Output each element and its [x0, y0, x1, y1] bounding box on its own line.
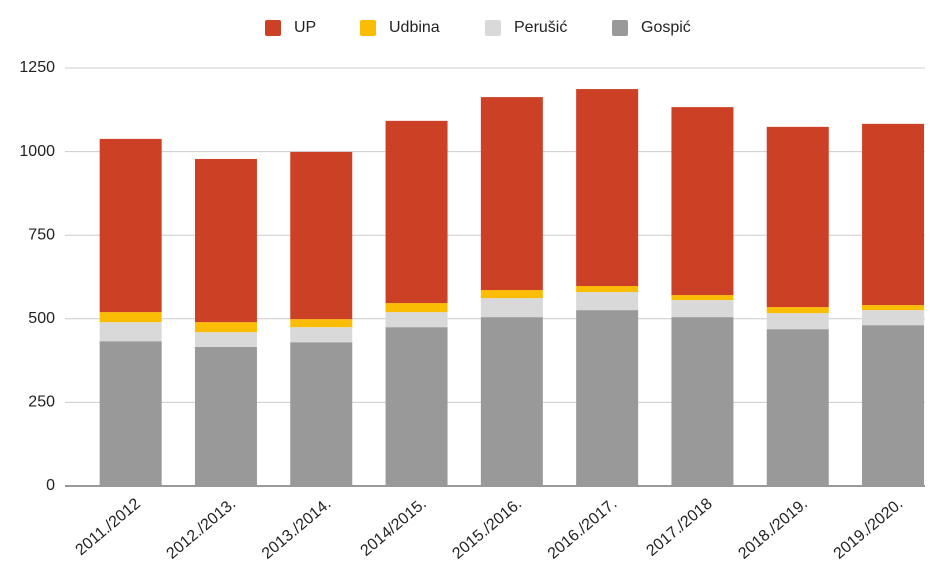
- legend-label: UP: [294, 19, 316, 36]
- bar-segment: [480, 317, 543, 486]
- x-tick-label: 2016./2017.: [545, 495, 621, 562]
- bar-segment: [194, 322, 257, 333]
- bar-segment: [576, 286, 639, 293]
- y-tick-label: 1250: [19, 59, 55, 76]
- bar-segment: [99, 341, 162, 486]
- x-tick-label: 2017./2018: [643, 495, 715, 560]
- y-tick-label: 250: [28, 394, 55, 411]
- bar-segment: [862, 305, 925, 311]
- bar-segment: [576, 310, 639, 486]
- x-tick-label: 2018./2019.: [735, 495, 811, 562]
- y-tick-label: 500: [28, 310, 55, 327]
- bar-segment: [480, 290, 543, 299]
- x-tick-label: 2012./2013.: [164, 495, 240, 562]
- bar-segment: [385, 120, 448, 304]
- bar-segment: [480, 97, 543, 291]
- x-tick-label: 2015./2016.: [449, 495, 525, 562]
- bar-segment: [766, 313, 829, 330]
- legend-swatch: [360, 20, 376, 36]
- bar-segment: [385, 312, 448, 328]
- legend-swatch: [612, 20, 628, 36]
- bar-segment: [862, 325, 925, 486]
- bar-segment: [194, 158, 257, 323]
- x-tick-label: 2014/2015.: [358, 495, 430, 560]
- bar-segment: [576, 89, 639, 287]
- bar-segment: [766, 307, 829, 314]
- bar-segment: [480, 298, 543, 318]
- legend-swatch: [485, 20, 501, 36]
- bar-segment: [290, 327, 353, 343]
- legend-label: Udbina: [389, 19, 440, 36]
- bar-segment: [671, 317, 734, 486]
- y-tick-label: 750: [28, 226, 55, 243]
- legend-swatch: [265, 20, 281, 36]
- bar-segment: [99, 138, 162, 313]
- bar-segment: [290, 319, 353, 328]
- bar-segment: [385, 303, 448, 313]
- bar-segment: [576, 292, 639, 311]
- y-tick-label: 1000: [19, 143, 55, 160]
- x-tick-label: 2019./2020.: [831, 495, 907, 562]
- bar-segment: [862, 310, 925, 326]
- y-tick-label: 0: [46, 477, 55, 494]
- bar-segment: [766, 329, 829, 486]
- bar-segment: [671, 107, 734, 296]
- x-tick-label: 2011./2012: [73, 495, 144, 559]
- bar-segment: [99, 322, 162, 342]
- bar-segment: [862, 123, 925, 306]
- bar-segment: [671, 295, 734, 301]
- bar-segment: [385, 327, 448, 486]
- bar-segment: [194, 332, 257, 347]
- bar-segment: [290, 342, 353, 486]
- bar-segment: [99, 312, 162, 323]
- bar-segment: [290, 151, 353, 320]
- bar-segment: [671, 300, 734, 318]
- x-tick-label: 2013./2014.: [259, 495, 335, 562]
- legend-label: Perušić: [514, 19, 567, 36]
- bar-segment: [194, 346, 257, 486]
- legend-label: Gospić: [641, 19, 691, 36]
- bar-segment: [766, 126, 829, 308]
